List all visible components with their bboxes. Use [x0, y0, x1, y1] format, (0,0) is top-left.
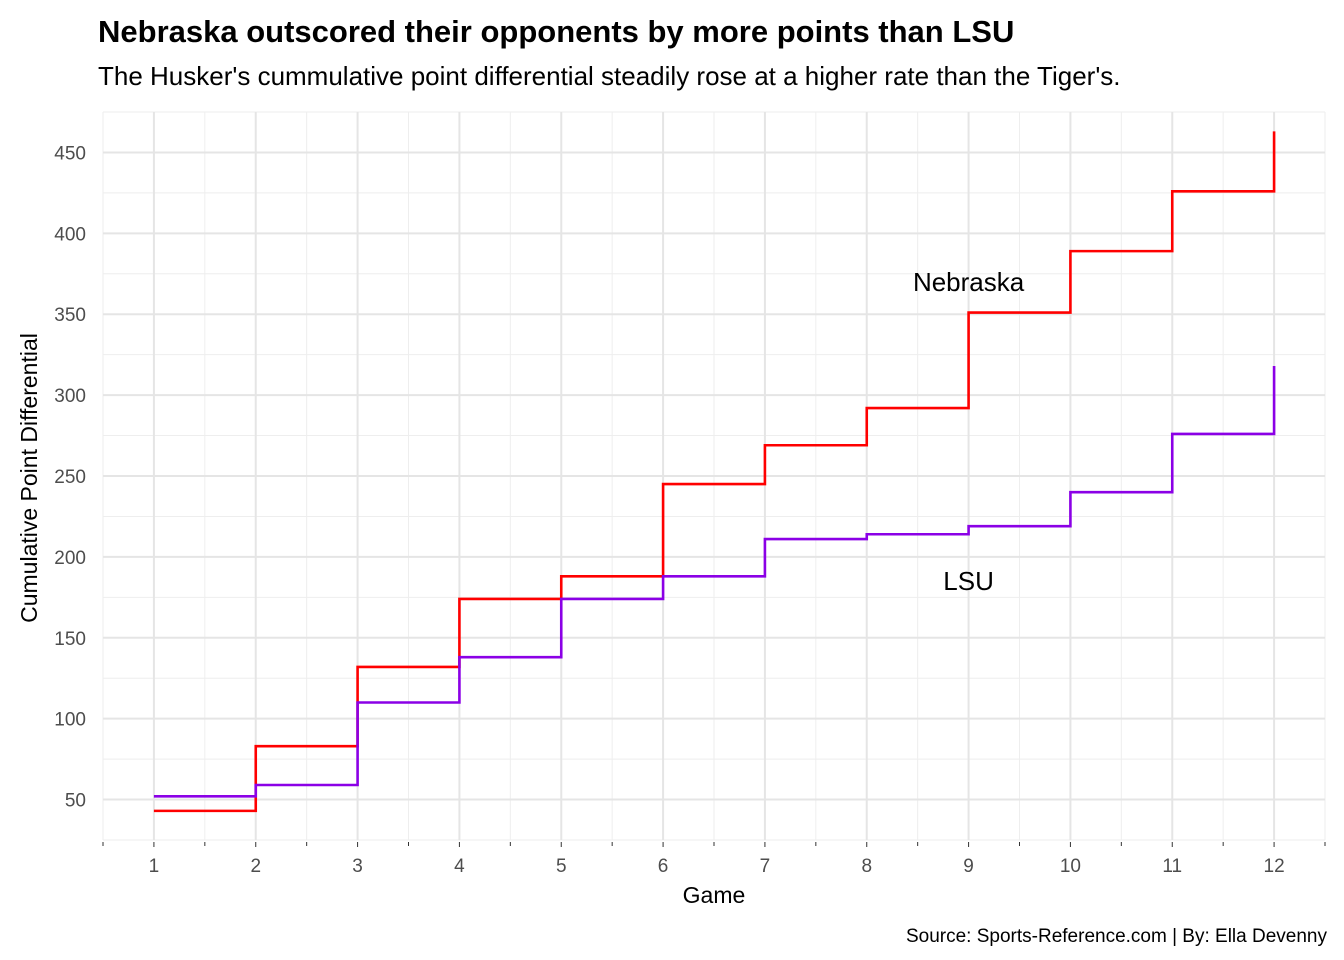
chart-subtitle: The Husker's cummulative point different… — [98, 61, 1121, 91]
x-tick-label: 5 — [556, 856, 567, 877]
y-tick-label: 350 — [54, 305, 86, 326]
y-tick-label: 250 — [54, 467, 86, 488]
y-tick-labels: 50 100 150 200 250 300 350 400 450 — [54, 143, 86, 811]
series-line-lsu — [153, 365, 1276, 798]
x-tick-label: 4 — [454, 856, 465, 877]
x-tick-label: 11 — [1162, 856, 1182, 877]
y-tick-label: 100 — [54, 710, 86, 731]
x-tick-label: 6 — [658, 856, 669, 877]
chart-caption: Source: Sports-Reference.com | By: Ella … — [906, 926, 1328, 947]
chart-title: Nebraska outscored their opponents by mo… — [98, 14, 1014, 49]
x-tick-labels: 1 2 3 4 5 6 7 8 9 10 11 12 — [149, 856, 1285, 877]
x-axis-title: Game — [683, 882, 746, 908]
x-tick-label: 1 — [149, 856, 160, 877]
grid-major — [103, 112, 1325, 840]
y-tick-label: 400 — [54, 224, 86, 245]
y-tick-label: 300 — [54, 386, 86, 407]
tick-marks — [102, 842, 1326, 847]
series-lines — [153, 131, 1276, 813]
y-tick-label: 450 — [54, 143, 86, 164]
x-tick-label: 12 — [1264, 856, 1285, 877]
annotation-lsu: LSU — [943, 566, 994, 596]
x-tick-label: 2 — [250, 856, 261, 877]
x-tick-label: 8 — [861, 856, 872, 877]
annotation-nebraska: Nebraska — [913, 267, 1025, 297]
x-tick-label: 7 — [760, 856, 771, 877]
x-tick-label: 10 — [1060, 856, 1081, 877]
y-tick-label: 150 — [54, 629, 86, 650]
series-line-nebraska — [153, 131, 1276, 813]
y-tick-label: 50 — [65, 791, 86, 812]
x-tick-label: 9 — [963, 856, 974, 877]
y-tick-label: 200 — [54, 548, 86, 569]
annotations: Nebraska LSU — [913, 267, 1025, 596]
x-tick-label: 3 — [352, 856, 363, 877]
y-axis-title: Cumulative Point Differential — [16, 333, 42, 623]
